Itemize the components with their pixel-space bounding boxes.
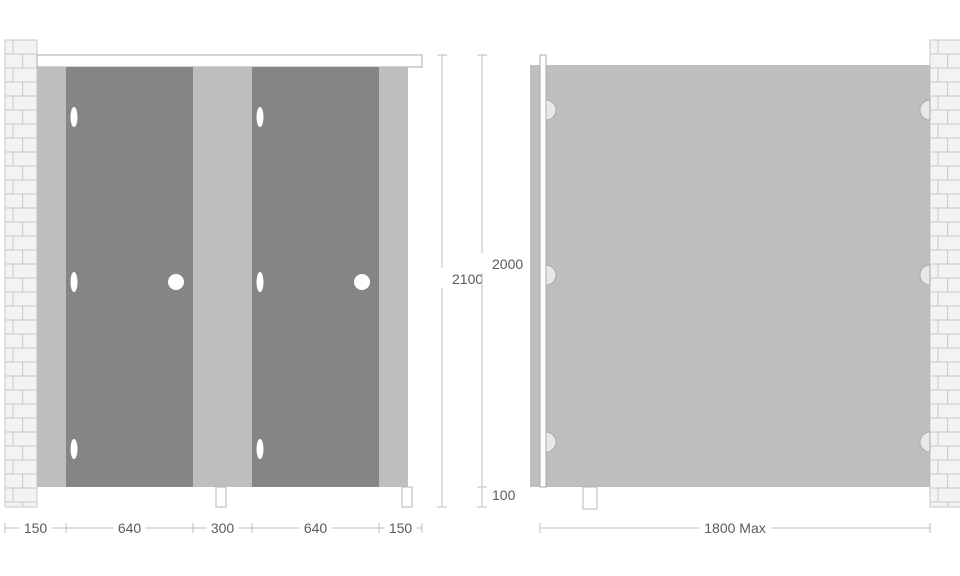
- dimension-label: 2100: [452, 271, 483, 287]
- dimension-label: 2000: [492, 256, 523, 272]
- door-knob-icon: [168, 274, 184, 290]
- hinge-icon: [257, 107, 264, 127]
- pilaster: [37, 67, 66, 487]
- pilaster: [379, 67, 408, 487]
- headrail: [37, 55, 422, 67]
- side-post: [540, 55, 546, 487]
- dimension-label: 150: [24, 520, 48, 536]
- side-panel: [530, 65, 930, 487]
- dimension-label: 150: [389, 520, 413, 536]
- pedestal-foot: [583, 487, 597, 509]
- dimension-label: 640: [304, 520, 328, 536]
- hinge-icon: [71, 439, 78, 459]
- dimension-label: 300: [211, 520, 235, 536]
- hinge-icon: [71, 107, 78, 127]
- dimension-label: 1800 Max: [704, 520, 765, 536]
- dimension-label: 640: [118, 520, 142, 536]
- hinge-icon: [257, 439, 264, 459]
- pilaster: [193, 67, 252, 487]
- door-knob-icon: [354, 274, 370, 290]
- hinge-icon: [257, 272, 264, 292]
- dimension-label: 100: [492, 487, 516, 503]
- hinge-icon: [71, 272, 78, 292]
- pedestal-foot: [216, 487, 226, 507]
- pedestal-foot: [402, 487, 412, 507]
